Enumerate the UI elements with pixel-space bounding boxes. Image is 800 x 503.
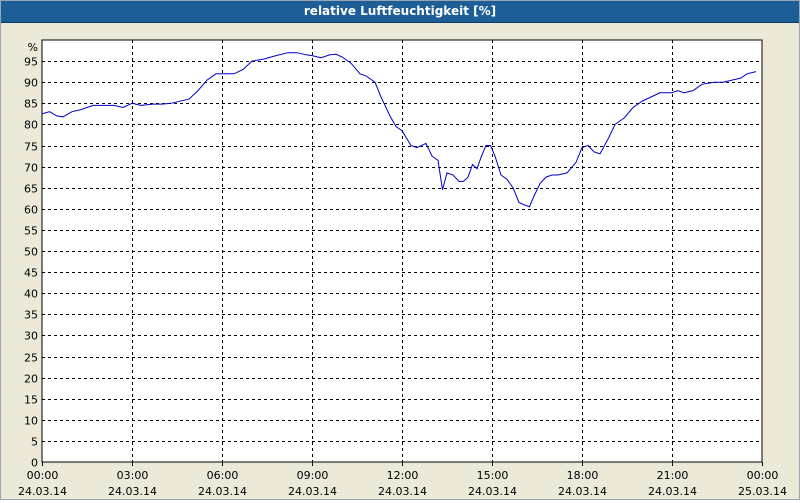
x-tick-date-label: 24.03.14: [18, 485, 67, 498]
y-tick-label: 40: [24, 288, 38, 301]
x-tick-date-label: 24.03.14: [198, 485, 247, 498]
y-tick-label: 75: [24, 141, 38, 154]
x-tick-date-label: 25.03.14: [738, 485, 787, 498]
chart-container: 0 5 10 15 20 25 30 35 40 45 50 55 60 65 70 75 80 85 90 95 00…: [1, 23, 799, 499]
x-tick-time-label: 15:00: [477, 469, 509, 482]
x-tick-time-label: 00:00: [27, 469, 59, 482]
chart-title: relative Luftfeuchtigkeit [%]: [303, 4, 497, 18]
y-tick-label: 65: [24, 183, 38, 196]
y-tick-label: 20: [24, 373, 38, 386]
line-chart: 0 5 10 15 20 25 30 35 40 45 50 55 60 65 70 75 80 85 90 95 00…: [18, 39, 787, 499]
series-line-humidity: [41, 52, 757, 208]
title-bar: relative Luftfeuchtigkeit [%]: [1, 1, 799, 23]
y-tick-label: 55: [24, 225, 38, 238]
x-tick-time-label: 06:00: [207, 469, 239, 482]
x-tick-date-label: 24.03.14: [378, 485, 427, 498]
tick-labels: 0 5 10 15 20 25 30 35 40 45 50 55 60 65 70 75 80 85 90 95 00…: [18, 56, 787, 499]
y-tick-label: 60: [24, 204, 38, 217]
y-tick-label: 70: [24, 162, 38, 175]
x-tick-time-label: 03:00: [117, 469, 149, 482]
x-tick-time-label: 12:00: [387, 469, 419, 482]
y-tick-label: 30: [24, 330, 38, 343]
x-tick-time-label: 09:00: [297, 469, 329, 482]
x-tick-date-label: 24.03.14: [558, 485, 607, 498]
x-tick-time-label: 18:00: [567, 469, 599, 482]
y-tick-label: 35: [24, 309, 38, 322]
x-tick-time-label: 00:00: [747, 469, 779, 482]
y-tick-label: 10: [24, 415, 38, 428]
x-tick-date-label: 24.03.14: [468, 485, 517, 498]
grid-lines: [42, 40, 763, 466]
y-tick-label: 85: [24, 98, 38, 111]
y-axis-unit-label: %: [28, 41, 38, 54]
x-tick-time-label: 21:00: [657, 469, 689, 482]
y-tick-label: 15: [24, 394, 38, 407]
y-tick-label: 95: [24, 56, 38, 69]
x-tick-date-label: 24.03.14: [108, 485, 157, 498]
y-tick-label: 80: [24, 119, 38, 132]
y-tick-label: 45: [24, 267, 38, 280]
y-tick-label: 25: [24, 352, 38, 365]
y-tick-label: 50: [24, 246, 38, 259]
y-tick-label: 90: [24, 77, 38, 90]
y-tick-label: 5: [31, 436, 38, 449]
x-tick-date-label: 24.03.14: [288, 485, 337, 498]
y-tick-label: 0: [31, 457, 38, 470]
x-tick-date-label: 24.03.14: [648, 485, 697, 498]
